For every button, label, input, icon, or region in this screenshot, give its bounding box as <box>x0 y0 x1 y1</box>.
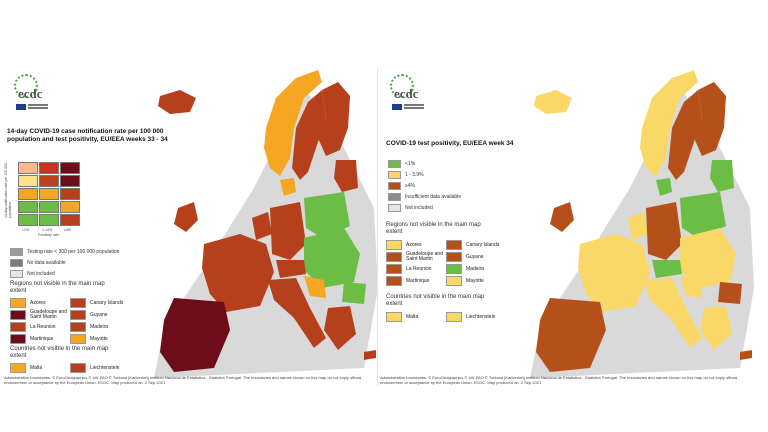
country-liechtenstein: Liechtenstein <box>70 363 119 373</box>
region-france <box>578 234 650 312</box>
region-greece <box>700 306 732 350</box>
country-malta: Malta <box>386 312 418 322</box>
left-europe-map <box>154 70 378 378</box>
legend-swatch <box>388 204 401 212</box>
region-cyprus <box>740 350 752 360</box>
countries-heading: Countries not visible in the main map ex… <box>386 294 485 307</box>
region-benelux <box>252 212 272 240</box>
region-madeira: Madeira <box>446 264 484 274</box>
panel-divider <box>377 68 378 386</box>
region-central-east <box>304 228 360 288</box>
region-greece <box>324 306 356 350</box>
region-iceland <box>534 90 572 114</box>
legend-swatch <box>10 270 23 278</box>
bivariate-x-tick-2: 1-<4% <box>42 228 53 232</box>
region-austria <box>276 260 306 278</box>
legend-no-data: No data available <box>10 259 66 267</box>
region-iceland <box>158 90 196 114</box>
legend-swatch <box>388 182 401 190</box>
right-map-title: COVID-19 test positivity, EU/EEA week 34 <box>386 140 514 147</box>
left-footer: Administrative boundaries: © EuroGeograp… <box>4 375 362 385</box>
region-austria <box>652 260 682 278</box>
region-croatia <box>680 276 702 298</box>
region-poland <box>680 192 726 238</box>
eu-flag-icon <box>392 104 402 110</box>
legend-swatch <box>10 248 23 256</box>
region-denmark <box>280 178 296 196</box>
region-la-reunion: La Reunion <box>10 322 56 332</box>
region-la-reunion: La Reunion <box>386 264 432 274</box>
region-central-east <box>680 228 736 288</box>
region-sweden <box>292 90 326 180</box>
left-map-title: 14-day COVID-19 case notification rate p… <box>7 128 168 143</box>
region-norway <box>264 70 322 176</box>
region-guyane: Guyane <box>446 252 484 262</box>
regions-heading: Regions not visible in the main map exte… <box>386 222 481 235</box>
legend-swatch <box>388 193 401 201</box>
region-guadeloupe: Guadeloupe and Saint Martin <box>386 252 446 262</box>
region-martinique: Martinique <box>10 334 53 344</box>
regions-heading: Regions not visible in the main map exte… <box>10 281 105 294</box>
region-bulgaria <box>342 282 366 304</box>
legend-lt-1pct: <1% <box>388 160 415 168</box>
region-france <box>202 234 274 312</box>
region-azores: Azores <box>10 298 46 308</box>
region-poland <box>304 192 350 238</box>
right-map-panel: ecdc COVID-19 test positivity, EU/EEA we… <box>380 68 754 386</box>
region-canary-islands: Canary Islands <box>446 240 499 250</box>
region-sweden <box>668 90 702 180</box>
bivariate-x-axis-label: Positivity rate <box>38 233 59 237</box>
region-iberia <box>160 298 230 372</box>
region-baltics <box>710 160 734 192</box>
eu-flag-icon <box>16 104 26 110</box>
right-europe-map <box>530 70 754 378</box>
region-bulgaria <box>718 282 742 304</box>
legend-swatch <box>388 171 401 179</box>
region-canary-islands: Canary Islands <box>70 298 123 308</box>
region-mayotte: Mayotte <box>70 334 108 344</box>
region-azores: Azores <box>386 240 422 250</box>
legend-1-3-9pct: 1 - 3.9% <box>388 171 424 179</box>
legend-not-included: Not included <box>388 204 433 212</box>
region-cyprus <box>364 350 376 360</box>
bivariate-legend-grid <box>18 162 80 226</box>
legend-testing-rate: Testing rate < 300 per 100 000 populatio… <box>10 248 119 256</box>
right-footer: Administrative boundaries: © EuroGeograp… <box>380 375 738 385</box>
region-ireland <box>550 202 574 232</box>
legend-ge-4pct: ≥4% <box>388 182 415 190</box>
region-finland <box>318 82 350 156</box>
region-germany <box>646 202 682 260</box>
region-mayotte: Mayotte <box>446 276 484 286</box>
country-malta: Malta <box>10 363 42 373</box>
legend-insufficient: Insufficient data available <box>388 193 461 201</box>
region-finland <box>694 82 726 156</box>
region-baltics <box>334 160 358 192</box>
legend-swatch <box>388 160 401 168</box>
bivariate-x-tick-1: <1% <box>22 228 30 232</box>
region-guyane: Guyane <box>70 310 108 320</box>
left-map-panel: ecdc 14-day COVID-19 case notification r… <box>4 68 378 386</box>
legend-swatch <box>10 259 23 267</box>
ecdc-logo: ecdc <box>10 74 50 110</box>
region-benelux <box>628 212 648 240</box>
bivariate-y-axis-label: 14-day notification rate per 100 000 pop… <box>4 162 12 218</box>
countries-heading: Countries not visible in the main map ex… <box>10 346 109 359</box>
region-italy <box>268 278 326 348</box>
region-madeira: Madeira <box>70 322 108 332</box>
region-martinique: Martinique <box>386 276 429 286</box>
country-liechtenstein: Liechtenstein <box>446 312 495 322</box>
legend-not-included: Not included <box>10 270 55 278</box>
region-ireland <box>174 202 198 232</box>
region-guadeloupe: Guadeloupe and Saint Martin <box>10 310 70 320</box>
region-germany <box>270 202 306 260</box>
region-denmark <box>656 178 672 196</box>
region-croatia <box>304 276 326 298</box>
bivariate-x-tick-3: ≥4% <box>64 228 71 232</box>
region-norway <box>640 70 698 176</box>
region-italy <box>644 278 702 348</box>
region-iberia <box>536 298 606 372</box>
ecdc-logo: ecdc <box>386 74 426 110</box>
